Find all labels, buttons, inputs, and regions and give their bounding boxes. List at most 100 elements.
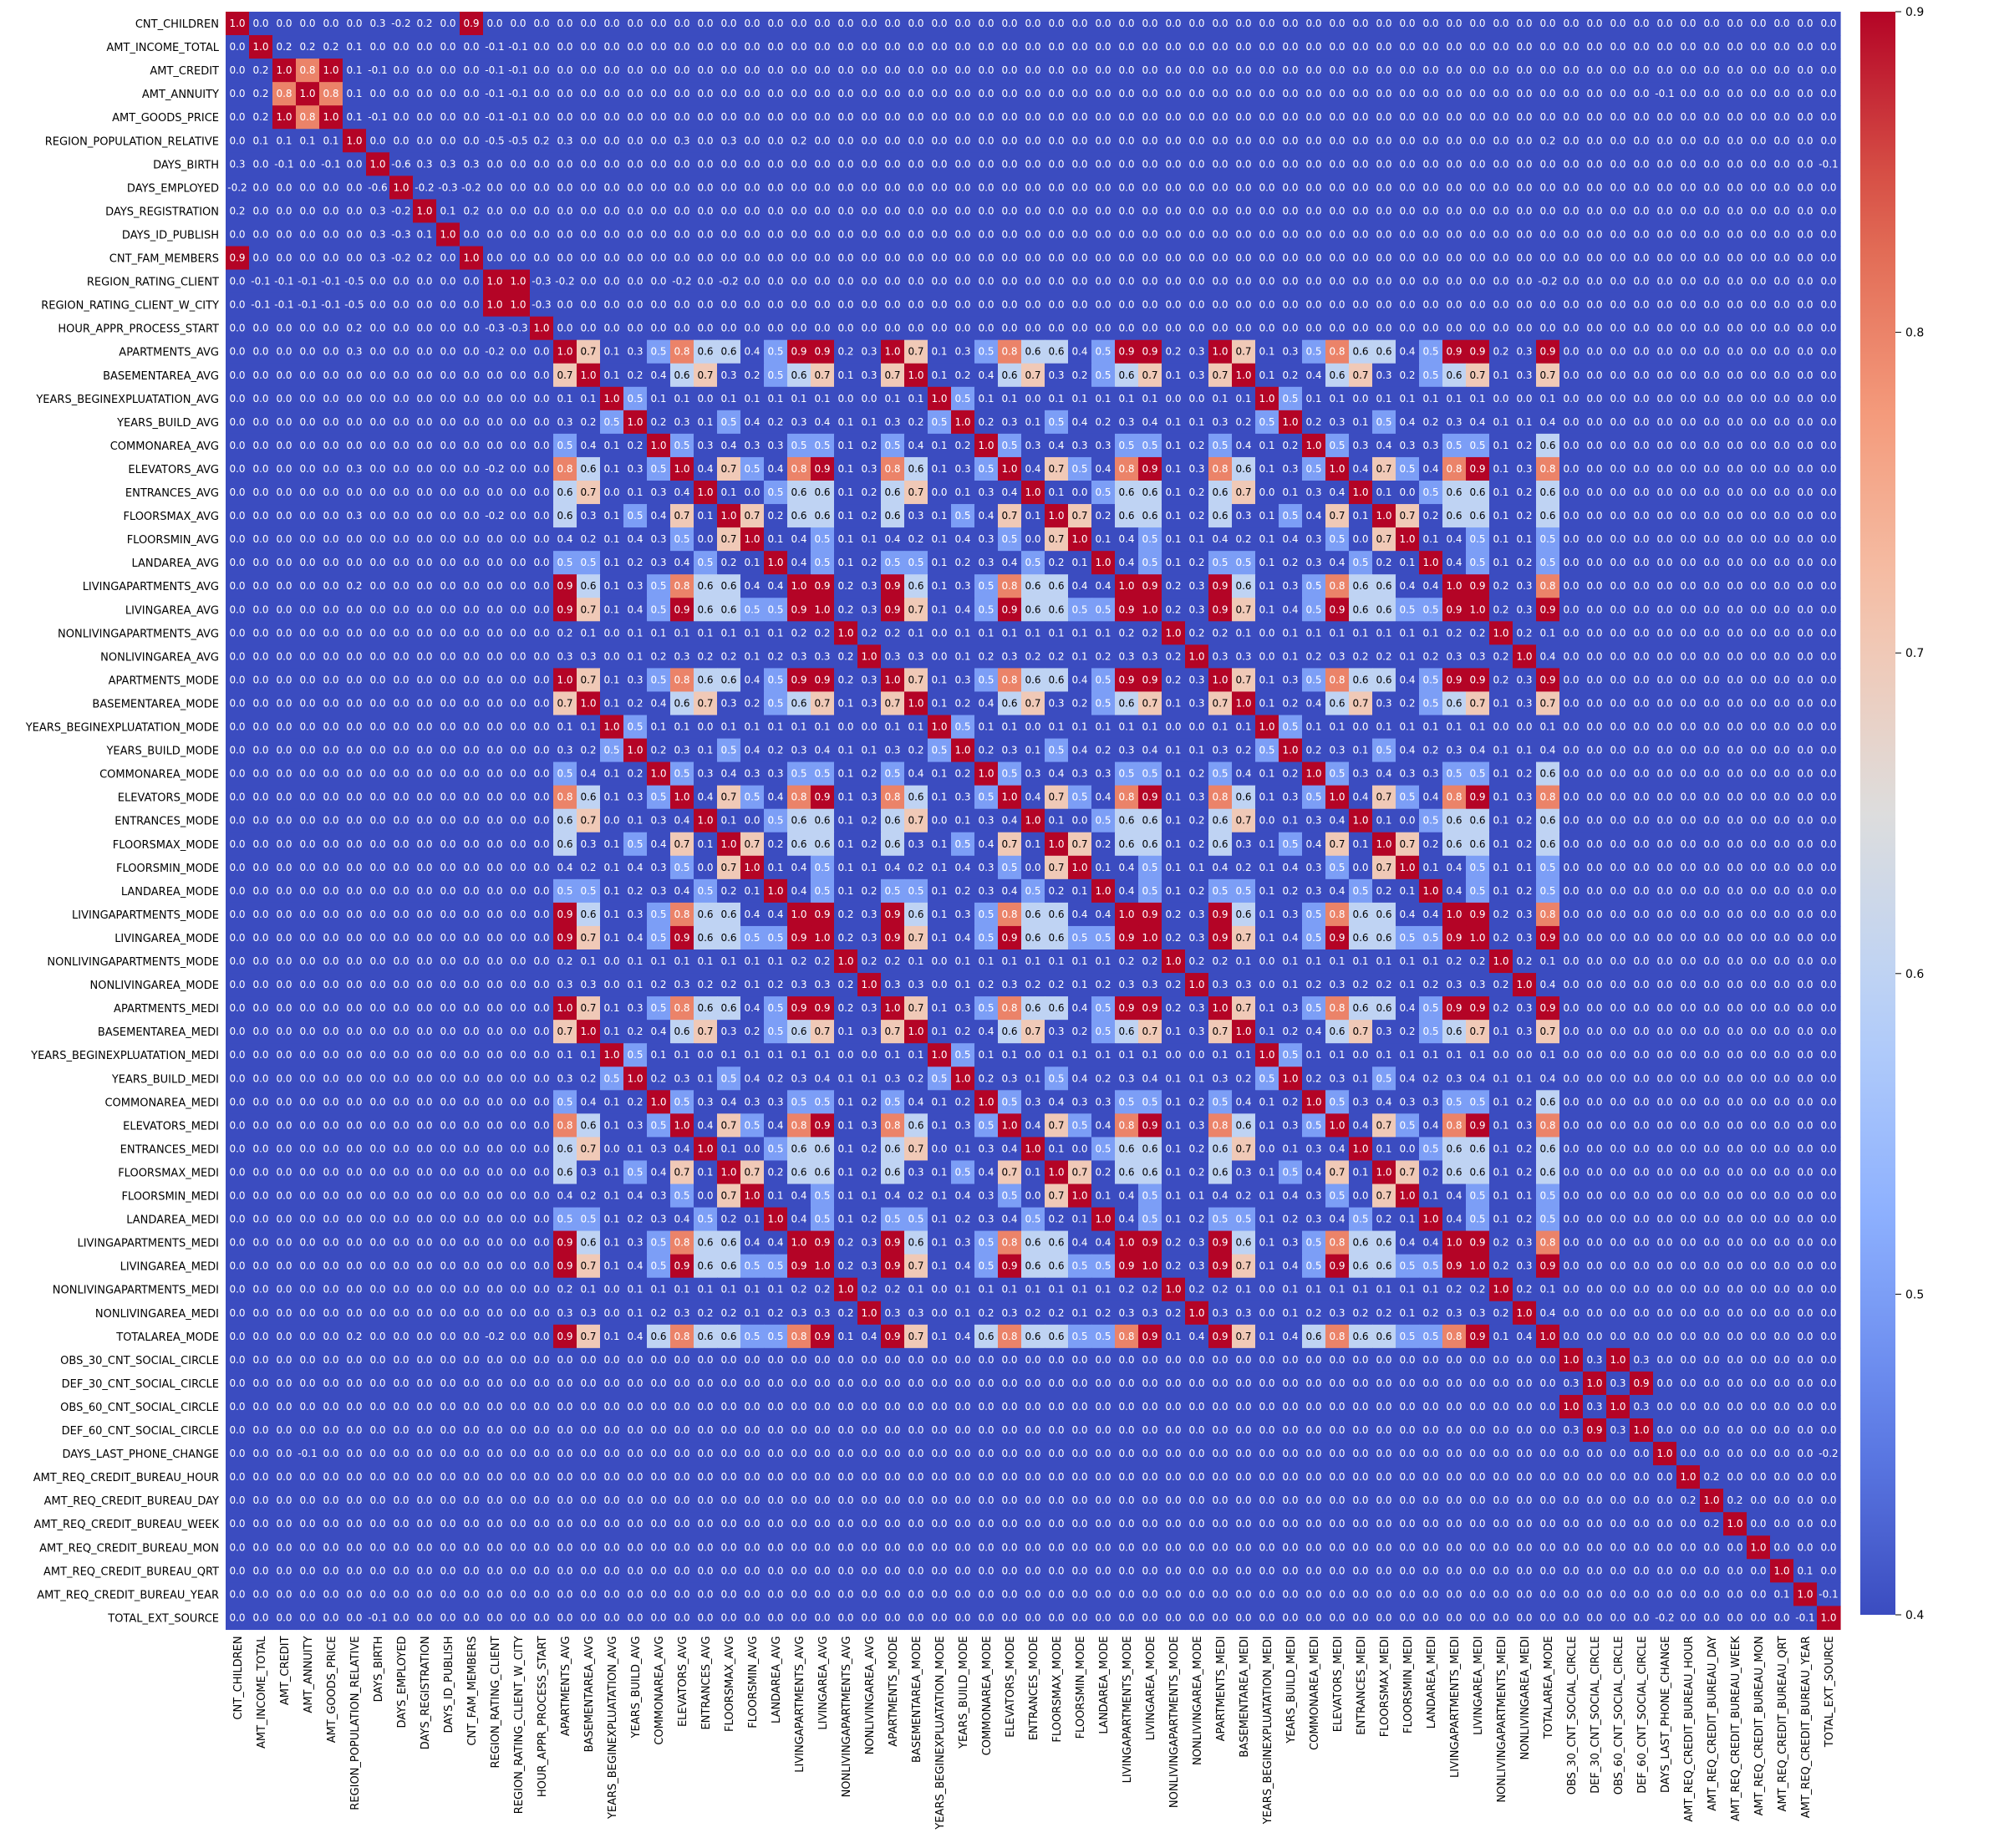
cell-value-label: -0.1: [485, 41, 504, 53]
cell-value-label: 0.0: [1773, 64, 1789, 76]
heatmap-cell: [1068, 12, 1092, 36]
heatmap-cell: [343, 12, 367, 36]
cell-value-label: 0.0: [814, 64, 830, 76]
cell-value-label: 0.0: [603, 64, 619, 76]
heatmap-cell: [249, 12, 273, 36]
cell-value-label: 0.0: [557, 88, 572, 99]
cell-value-label: 0.0: [1703, 18, 1719, 29]
cell-value-label: 0.0: [1282, 41, 1298, 53]
cell-value-label: 0.0: [1352, 64, 1368, 76]
cell-value-label: 0.0: [1539, 41, 1555, 53]
heatmap-cell: [647, 12, 671, 36]
cell-value-label: 0.0: [1703, 64, 1719, 76]
cell-value-label: 0.0: [931, 64, 947, 76]
cell-value-label: 0.0: [1212, 41, 1228, 53]
cell-value-label: 0.0: [814, 88, 830, 99]
heatmap-cell: [998, 12, 1022, 36]
cell-value-label: 0.0: [393, 64, 409, 76]
heatmap-cell: [1115, 12, 1139, 36]
cell-value-label: 0.2: [299, 41, 315, 53]
cell-value-label: 0.0: [650, 41, 666, 53]
heatmap-cell: [764, 12, 788, 36]
cell-value-label: 0.0: [791, 18, 806, 29]
heatmap-cell: [623, 35, 648, 59]
cell-value-label: 0.0: [1516, 41, 1532, 53]
heatmap-cell: [319, 35, 343, 59]
heatmap-cell: [483, 12, 507, 36]
cell-value-label: 0.0: [1586, 18, 1602, 29]
cell-value-label: 0.0: [1188, 41, 1204, 53]
cell-value-label: 0.0: [1095, 64, 1111, 76]
cell-value-label: 0.0: [1539, 18, 1555, 29]
heatmap-cell: [857, 12, 882, 36]
heatmap-cell: [787, 12, 811, 36]
cell-value-label: 0.0: [299, 18, 315, 29]
heatmap-cell: [1185, 12, 1209, 36]
cell-value-label: 0.0: [229, 64, 245, 76]
cell-value-label: 0.0: [1259, 64, 1274, 76]
cell-value-label: 0.0: [1539, 64, 1555, 76]
cell-value-label: 0.0: [627, 88, 643, 99]
cell-value-label: 0.0: [720, 41, 736, 53]
cell-value-label: 0.0: [1165, 64, 1181, 76]
cell-value-label: 0.0: [533, 64, 549, 76]
cell-value-label: 0.0: [603, 41, 619, 53]
cell-value-label: 0.0: [1001, 64, 1017, 76]
cell-value-label: 0.0: [1399, 18, 1415, 29]
cell-value-label: 0.0: [744, 41, 760, 53]
heatmap-cell: [1162, 12, 1186, 36]
cell-value-label: 0.0: [1633, 64, 1649, 76]
heatmap-cell: [694, 35, 718, 59]
cell-value-label: 0.0: [814, 18, 830, 29]
cell-value-label: 0.0: [720, 18, 736, 29]
cell-value-label: 0.0: [1680, 18, 1696, 29]
cell-value-label: 0.0: [884, 18, 900, 29]
cell-value-label: 0.0: [908, 18, 923, 29]
heatmap-cell: [389, 35, 414, 59]
cell-value-label: 0.0: [954, 18, 970, 29]
cell-value-label: 0.0: [1446, 18, 1462, 29]
cell-value-label: 0.0: [393, 41, 409, 53]
cell-value-label: 0.0: [1118, 64, 1134, 76]
cell-value-label: 0.0: [697, 18, 713, 29]
cell-value-label: 0.0: [1563, 41, 1579, 53]
cell-value-label: 0.0: [861, 18, 877, 29]
heatmap-cell: [1396, 12, 1420, 36]
cell-value-label: -0.1: [485, 64, 504, 76]
cell-value-label: 0.0: [580, 64, 596, 76]
cell-value-label: 0.0: [1493, 41, 1508, 53]
cell-value-label: 0.0: [650, 18, 666, 29]
cell-value-label: 0.0: [1259, 41, 1274, 53]
heatmap-cell: [1723, 12, 1747, 36]
cell-value-label: 0.0: [252, 18, 268, 29]
cell-value-label: 0.0: [1376, 64, 1391, 76]
cell-value-label: 0.0: [1305, 18, 1321, 29]
cell-value-label: 0.0: [1469, 41, 1485, 53]
cell-value-label: 0.0: [674, 18, 689, 29]
heatmap-cell: [296, 12, 320, 36]
heatmap-cell: [600, 35, 624, 59]
cell-value-label: 0.0: [1656, 64, 1672, 76]
cell-value-label: 0.0: [1633, 41, 1649, 53]
cell-value-label: 0.0: [1750, 64, 1766, 76]
heatmap-cell: [1770, 12, 1794, 36]
cell-value-label: -0.1: [485, 88, 504, 99]
cell-value-label: 0.0: [557, 64, 572, 76]
cell-value-label: 0.0: [1422, 41, 1438, 53]
heatmap-cell: [1513, 12, 1537, 36]
cell-value-label: 0.0: [1703, 41, 1719, 53]
cell-value-label: 0.0: [1305, 64, 1321, 76]
cell-value-label: 0.0: [978, 64, 994, 76]
cell-value-label: 0.0: [837, 18, 853, 29]
heatmap-cell: [717, 12, 741, 36]
cell-value-label: 0.2: [323, 41, 338, 53]
cell-value-label: 0.0: [1727, 18, 1742, 29]
cell-value-label: 0.0: [1118, 41, 1134, 53]
heatmap-cell: [413, 35, 437, 59]
cell-value-label: 0.0: [1142, 64, 1157, 76]
heatmap-cell: [530, 12, 554, 36]
cell-value-label: 0.0: [767, 18, 783, 29]
cell-value-label: 0.0: [1633, 18, 1649, 29]
cell-value-label: 0.0: [1563, 18, 1579, 29]
cell-value-label: 0.0: [1820, 18, 1836, 29]
